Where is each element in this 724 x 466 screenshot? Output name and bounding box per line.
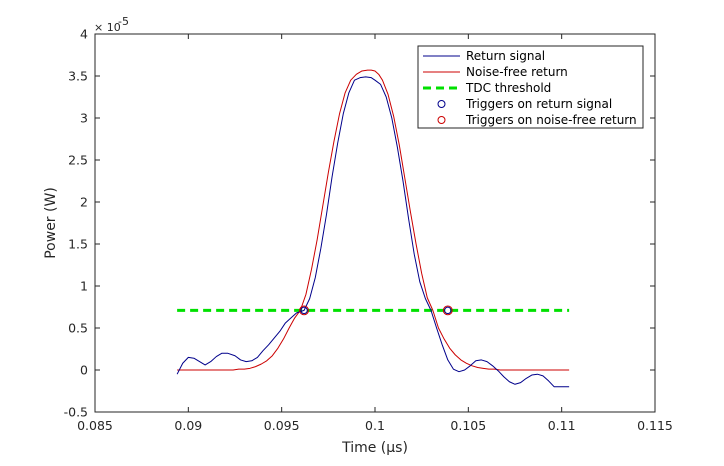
legend-label-triggers-on-return-signal: Triggers on return signal (465, 97, 612, 111)
ticks-layer: 0.085 0.09 0.095 0.1 0.105 0.11 0.115 -0.5 0 0.5 1… (64, 27, 673, 434)
y-axis-label: Power (W) (43, 187, 59, 259)
y-multiplier: × 10 -5 (94, 15, 129, 34)
y-tick-label: 3 (80, 111, 88, 126)
legend-label-return-signal: Return signal (466, 49, 545, 63)
legend-label-noise-free-return: Noise-free return (466, 65, 568, 79)
x-tick-label: 0.11 (548, 418, 576, 433)
legend-items: Return signal Noise-free return TDC thresh… (423, 49, 637, 127)
triggers-on-noise-free-return-marker (299, 305, 309, 316)
x-tick-label: 0.115 (637, 418, 673, 433)
y-tick-label: 3.5 (68, 69, 88, 84)
return-signal-line (176, 76, 570, 388)
x-tick-label: 0.105 (450, 418, 486, 433)
noise-free-return-line (177, 69, 570, 371)
legend-swatch-triggers-on-noise-free-return (437, 116, 446, 124)
legend-label-triggers-on-noise-free-return: Triggers on noise-free return (465, 113, 637, 127)
y-multiplier-base: × 10 (94, 21, 121, 34)
y-tick-label: 0 (80, 363, 88, 378)
y-tick-label: 1 (80, 279, 88, 294)
triggers-on-noise-free-return-marker (442, 305, 453, 316)
x-tick-label: 0.1 (365, 418, 385, 433)
y-tick-label: 1.5 (68, 237, 88, 252)
x-axis-label: Time (µs) (341, 440, 408, 456)
x-tick-label: 0.095 (264, 418, 300, 433)
triggers-on-return-signal-marker (444, 306, 452, 315)
series-layer (176, 69, 570, 388)
y-tick-label: 2.5 (68, 153, 88, 168)
legend-label-tdc-threshold: TDC threshold (465, 81, 551, 95)
y-tick-label: 4 (80, 27, 88, 42)
y-multiplier-exponent: -5 (118, 15, 129, 28)
y-tick-label: -0.5 (64, 405, 88, 420)
y-tick-label: 0.5 (68, 321, 88, 336)
legend-swatch-triggers-on-return-signal (437, 100, 446, 108)
y-tick-label: 2 (80, 195, 88, 210)
triggers-on-return-signal-marker (300, 306, 308, 315)
legend: Return signal Noise-free return TDC thresh… (417, 45, 644, 129)
x-tick-label: 0.09 (174, 418, 202, 433)
x-tick-label: 0.085 (77, 418, 113, 433)
